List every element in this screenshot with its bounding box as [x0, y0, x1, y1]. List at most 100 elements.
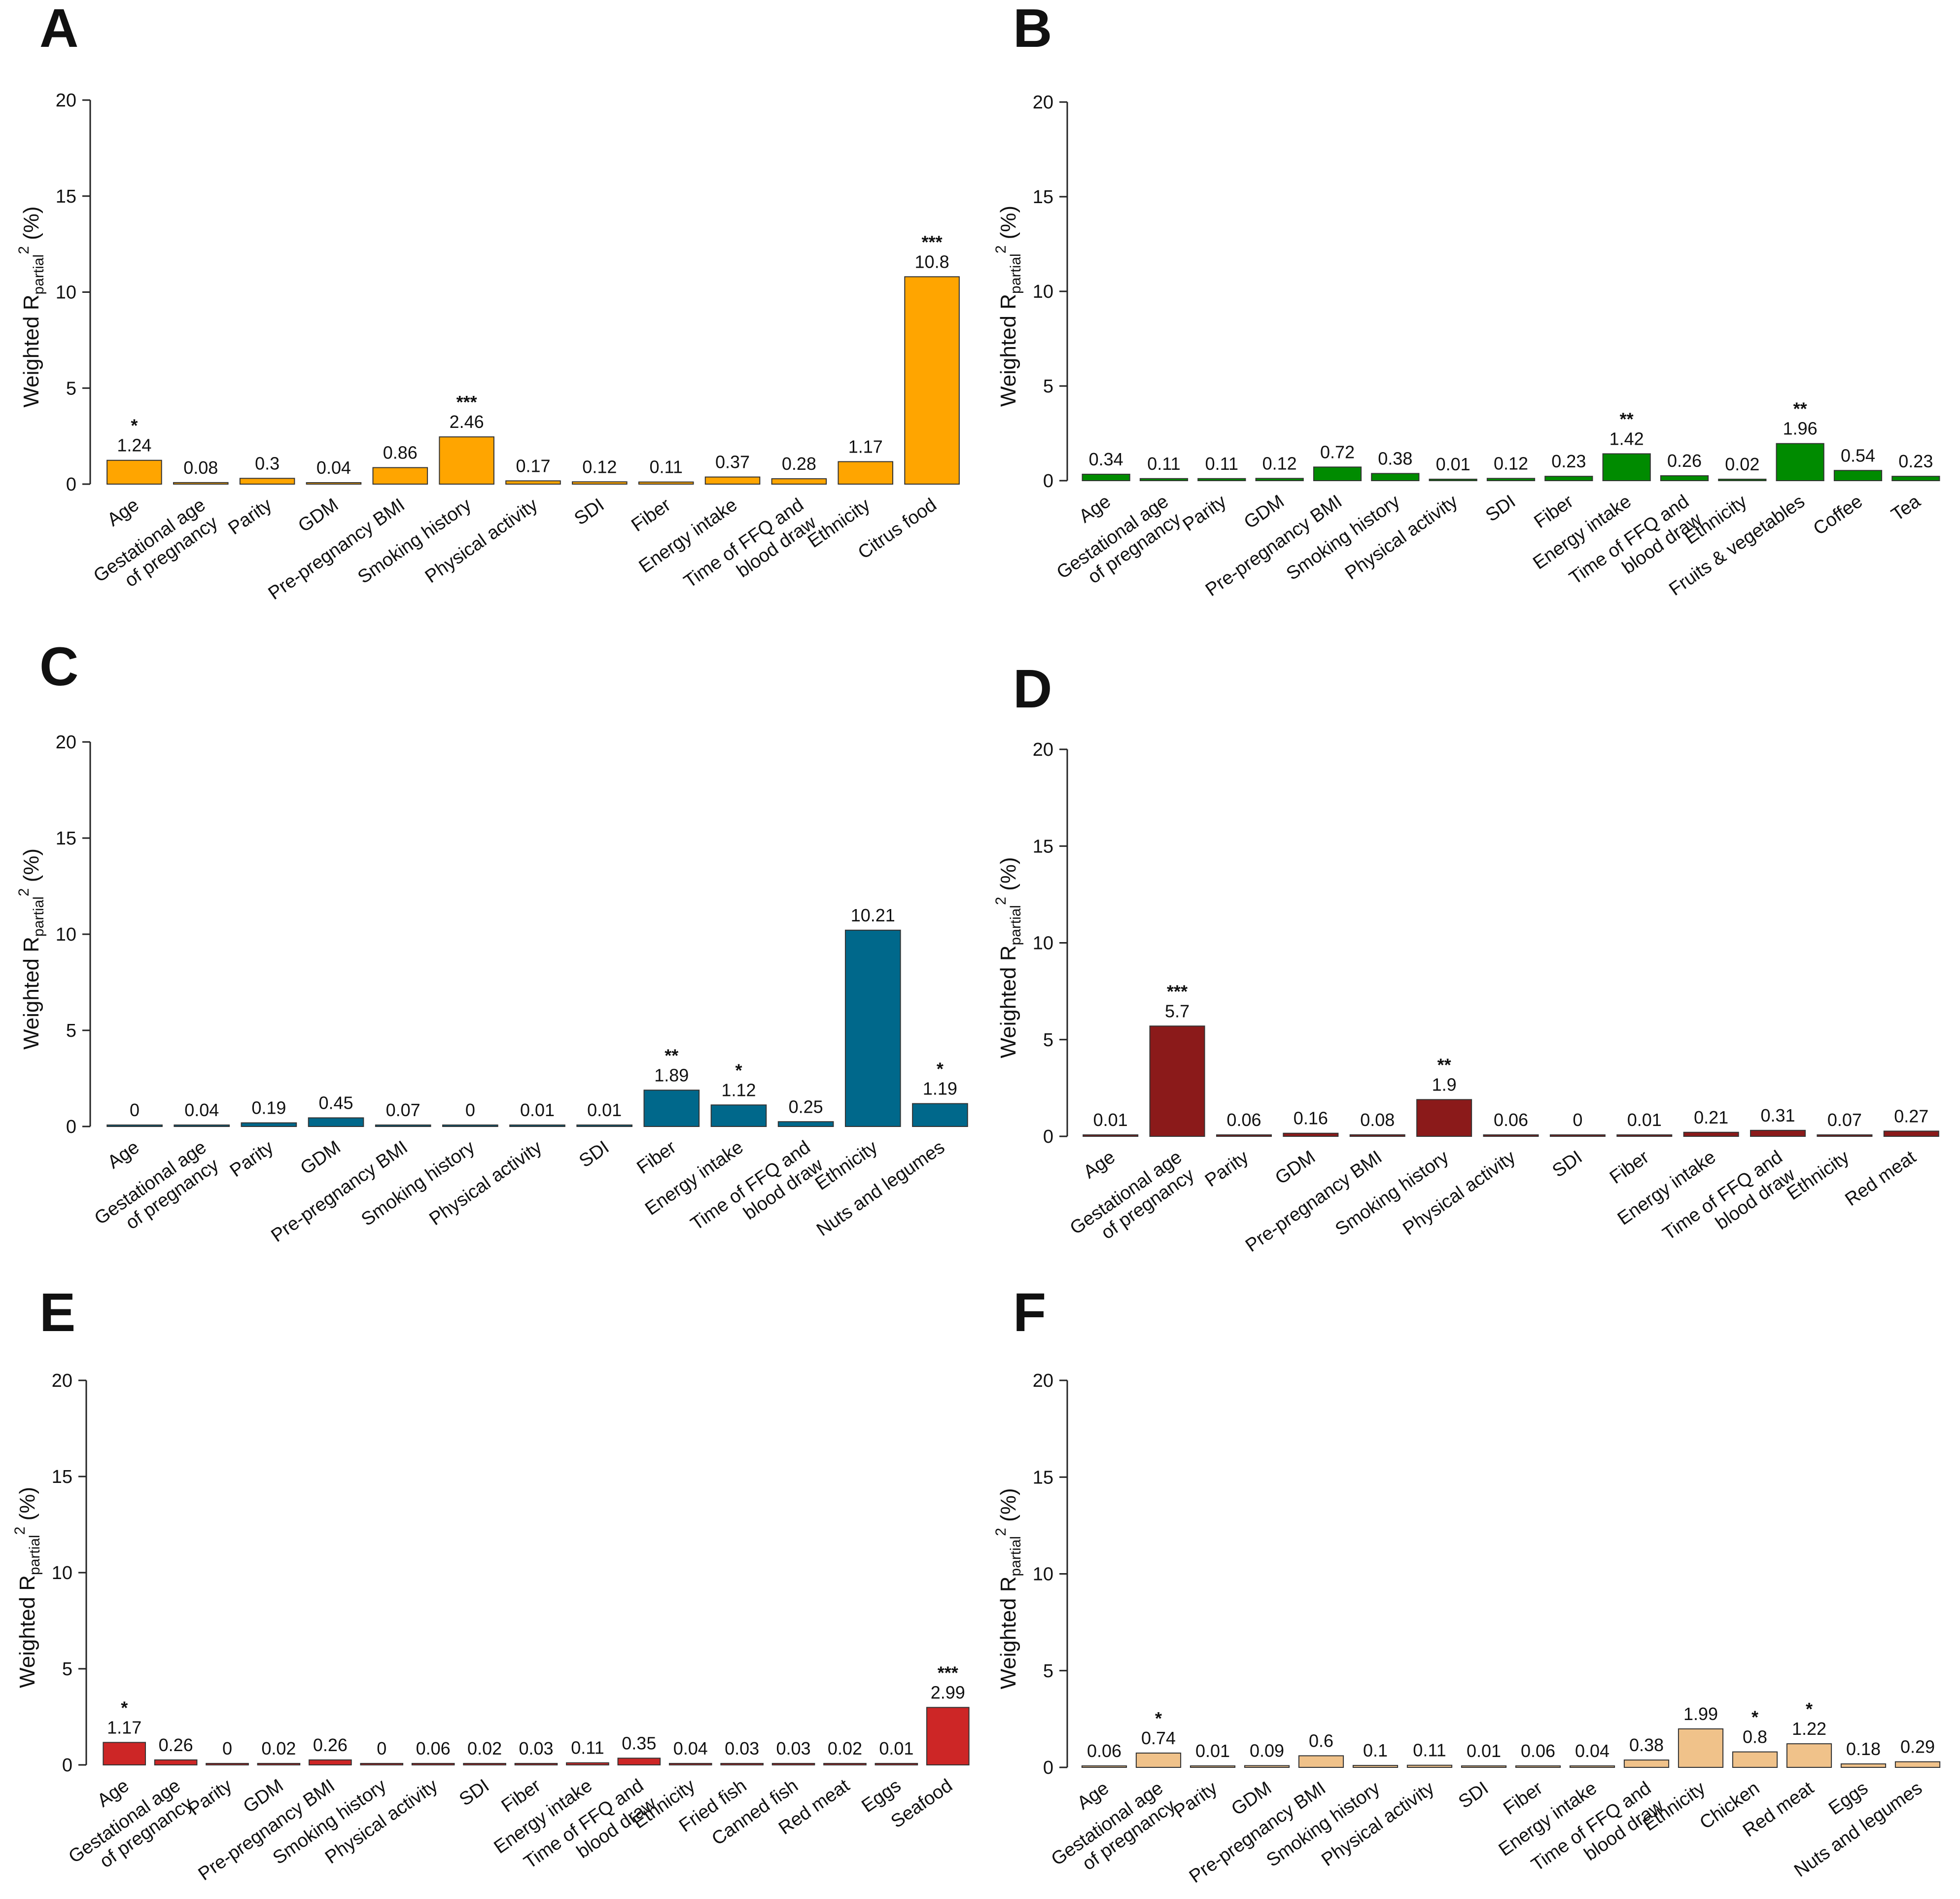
- data-label: 0.02: [1725, 454, 1759, 474]
- bar: [1216, 1134, 1272, 1137]
- data-label: 0.31: [1760, 1105, 1795, 1125]
- category-label: Fiber: [1606, 1147, 1653, 1188]
- category-label: Parity: [185, 1775, 236, 1820]
- data-label: 0.12: [1494, 453, 1528, 473]
- data-label: 0.03: [519, 1738, 553, 1758]
- bar: [844, 929, 901, 1127]
- bar: [1732, 1751, 1778, 1768]
- y-tick-label: 0: [66, 474, 76, 495]
- data-label: 0.45: [318, 1092, 353, 1113]
- data-label: 0.25: [789, 1096, 823, 1117]
- significance-label: **: [1620, 409, 1634, 429]
- data-label: 0.86: [383, 443, 418, 463]
- bar: [1544, 476, 1593, 482]
- category-label: Age: [104, 1137, 143, 1173]
- category-label: Fiber: [633, 1137, 680, 1178]
- bar: [1081, 1765, 1127, 1768]
- bar: [1718, 479, 1767, 481]
- bar: [439, 436, 494, 485]
- data-label: 0.04: [673, 1738, 708, 1758]
- data-label: 1.17: [848, 436, 883, 457]
- bar: [1623, 1759, 1670, 1768]
- data-label: 0.01: [587, 1100, 622, 1120]
- data-label: 0.26: [159, 1735, 193, 1755]
- y-axis-label: Weighted Rpartial2 (%): [16, 848, 47, 1050]
- bar: [1515, 1765, 1561, 1768]
- data-label: 0.23: [1898, 451, 1933, 471]
- data-label: 0.27: [1894, 1106, 1928, 1126]
- data-label: 1.99: [1683, 1704, 1718, 1724]
- bar: [1083, 1134, 1139, 1137]
- bar: [1776, 443, 1824, 482]
- y-tick-label: 10: [1033, 281, 1053, 302]
- y-tick-label: 0: [1043, 1758, 1053, 1778]
- data-label: 0.18: [1846, 1739, 1881, 1759]
- significance-label: *: [121, 1697, 128, 1718]
- category-label: Physical activity: [421, 494, 542, 587]
- data-label: 0.02: [467, 1738, 502, 1758]
- bar: [375, 1125, 431, 1127]
- category-label: Parity: [225, 494, 276, 539]
- bar: [309, 1759, 352, 1766]
- data-label: 0.23: [1551, 451, 1586, 471]
- data-label: 0.12: [582, 457, 617, 477]
- significance-label: *: [1155, 1708, 1162, 1728]
- data-label: 5.7: [1165, 1001, 1190, 1021]
- y-axis-label: Weighted Rpartial2 (%): [993, 206, 1024, 407]
- category-label: Physical activity: [425, 1137, 546, 1230]
- panel-d: D 0 5 10 15 20 Weighted Rpartial2 (%) 0.01 Age 5.…: [993, 659, 1939, 1256]
- bar: [638, 481, 694, 485]
- bar: [1197, 478, 1246, 482]
- category-label: Age: [1074, 1778, 1113, 1814]
- bar: [926, 1707, 970, 1765]
- bar: [1660, 475, 1709, 481]
- category-label: GDM: [294, 494, 342, 536]
- y-tick-label: 20: [1033, 92, 1053, 113]
- category-label: Red meat: [1841, 1147, 1920, 1210]
- bar: [1683, 1131, 1739, 1137]
- bar: [505, 480, 561, 485]
- bar: [1678, 1728, 1724, 1768]
- bar: [771, 478, 827, 485]
- data-label: 0.11: [1413, 1740, 1446, 1760]
- category-label: Gestational ageof pregnancy: [1048, 1778, 1179, 1888]
- significance-label: ***: [922, 232, 943, 252]
- bar: [106, 1125, 163, 1127]
- category-label: Time of FFQ andblood draw: [687, 1137, 827, 1253]
- bar: [904, 276, 960, 485]
- y-tick-label: 0: [1043, 471, 1053, 492]
- data-label: 0.08: [1360, 1110, 1395, 1130]
- data-label: 10.21: [851, 905, 895, 925]
- data-label: 0.34: [1089, 449, 1123, 469]
- data-label: 1.96: [1783, 419, 1818, 439]
- significance-label: **: [665, 1045, 678, 1065]
- data-label: 0.11: [649, 457, 682, 477]
- panel-b: B 0 5 10 15 20 Weighted Rpartial2 (%) 0.34 Age 0.…: [993, 0, 1940, 601]
- bar: [777, 1121, 834, 1127]
- bar: [1255, 478, 1304, 482]
- bar: [372, 467, 428, 485]
- y-tick-label: 20: [56, 732, 76, 753]
- data-label: 0.11: [571, 1738, 604, 1758]
- bar: [710, 1104, 767, 1127]
- bar: [206, 1763, 249, 1765]
- category-label: SDI: [571, 494, 608, 529]
- data-label: 0.02: [828, 1738, 862, 1758]
- bar: [1139, 478, 1189, 482]
- y-tick-label: 15: [1033, 187, 1053, 208]
- data-label: 0.07: [1827, 1110, 1862, 1130]
- data-label: 0.02: [261, 1738, 296, 1758]
- bar: [306, 482, 362, 485]
- data-label: 0.26: [313, 1735, 348, 1755]
- data-label: 0: [130, 1100, 140, 1120]
- y-tick-label: 15: [1033, 836, 1053, 857]
- significance-label: **: [1793, 399, 1807, 419]
- data-label: 0.01: [1195, 1741, 1230, 1761]
- data-label: 2.99: [931, 1682, 965, 1702]
- data-label: 0.01: [1093, 1110, 1128, 1130]
- category-label: Time of FFQ andblood draw: [680, 494, 820, 610]
- category-label: SDI: [1482, 491, 1519, 526]
- y-tick-label: 15: [1033, 1467, 1053, 1488]
- category-label: Gestational ageof pregnancy: [1053, 491, 1185, 601]
